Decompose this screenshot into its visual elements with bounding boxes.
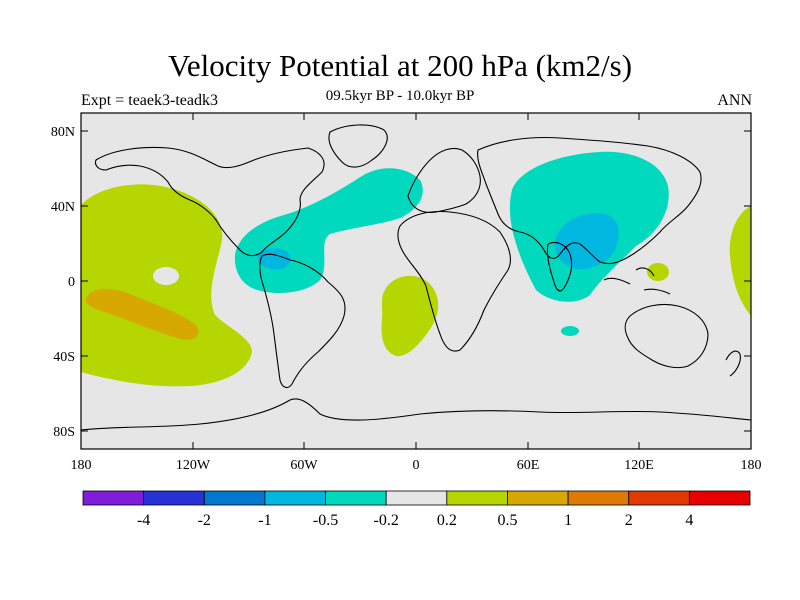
colorbar-label: 0.5 — [497, 512, 517, 529]
lon-tick-label: 60W — [290, 458, 318, 473]
lat-tick-label: 40N — [51, 200, 75, 215]
lon-tick-label: 120E — [624, 458, 654, 473]
longitude-axis: 180 120W 60W 0 60E 120E 180 — [71, 113, 762, 473]
colorbar-label: -4 — [137, 512, 150, 529]
lat-tick-label: 40S — [53, 350, 75, 365]
season-label: ANN — [717, 92, 752, 109]
lon-tick-label: 0 — [413, 458, 420, 473]
colorbar-swatch — [688, 490, 751, 506]
colorbar-swatch — [507, 490, 569, 506]
negative-core-caribbean — [257, 248, 291, 270]
lat-tick-label: 0 — [68, 275, 75, 290]
chart-title: Velocity Potential at 200 hPa (km2/s) — [167, 48, 633, 83]
colorbar-swatch — [203, 490, 266, 506]
colorbar-swatch — [385, 490, 448, 506]
coastlines — [81, 124, 751, 431]
coast-antarctica — [81, 398, 751, 431]
colorbar-label: -0.2 — [374, 512, 399, 529]
coast-africa — [397, 210, 511, 352]
positive-patch-philippines — [647, 263, 669, 281]
colorbar-label: 0.2 — [437, 512, 457, 529]
experiment-label: Expt = teaek3-teadk3 — [81, 92, 218, 109]
coast-india — [546, 241, 573, 292]
coast-maritime-continent — [603, 267, 671, 295]
colorbar-label: 1 — [564, 512, 572, 529]
lon-tick-label: 120W — [176, 458, 211, 473]
coast-north-america — [94, 147, 325, 257]
coast-greenland — [328, 124, 388, 168]
lon-tick-label: 180 — [741, 458, 762, 473]
colorbar-label: 2 — [625, 512, 633, 529]
colorbar-label: 4 — [685, 512, 693, 529]
colorbar-label: -1 — [258, 512, 271, 529]
contour-fields — [81, 151, 751, 387]
positive-region-west-pacific — [729, 206, 751, 316]
colorbar-label: -2 — [198, 512, 211, 529]
period-label: 09.5kyr BP - 10.0kyr BP — [325, 88, 475, 104]
positive-core-pacific — [85, 288, 199, 340]
positive-region-pacific — [81, 184, 252, 387]
colorbar-swatch — [143, 490, 205, 506]
negative-patch-indian-ocean — [561, 326, 579, 336]
coast-new-zealand — [725, 350, 741, 377]
coast-asia — [477, 136, 702, 265]
lat-tick-label: 80S — [53, 425, 75, 440]
colorbar-swatch — [628, 490, 690, 506]
colorbar-swatch — [264, 490, 326, 506]
colorbar-swatch — [325, 490, 387, 506]
positive-region-south-atlantic — [381, 275, 439, 357]
colorbar-label: -0.5 — [313, 512, 338, 529]
coast-australia — [624, 303, 709, 369]
colorbar: -4 -2 -1 -0.5 -0.2 0.2 0.5 1 2 4 — [82, 490, 751, 529]
lon-tick-label: 180 — [71, 458, 92, 473]
pacific-hole — [153, 267, 179, 285]
lon-tick-label: 60E — [517, 458, 540, 473]
colorbar-swatch — [82, 490, 145, 506]
colorbar-swatch — [567, 490, 630, 506]
colorbar-swatch — [446, 490, 508, 506]
latitude-axis: 80N 40N 0 40S 80S — [51, 125, 751, 440]
lat-tick-label: 80N — [51, 125, 75, 140]
coast-south-america — [259, 253, 346, 389]
